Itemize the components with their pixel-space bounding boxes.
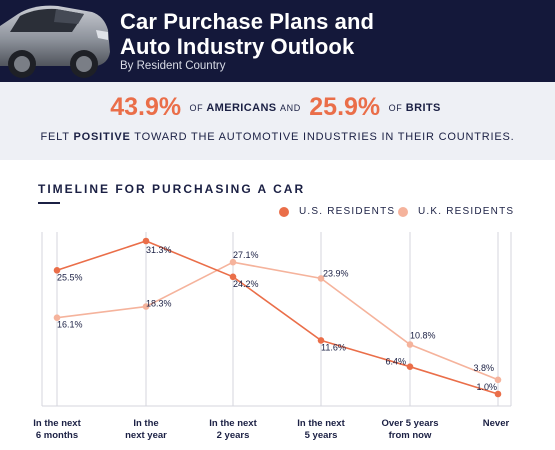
data-label-us: 31.3% xyxy=(146,245,172,255)
data-point-us xyxy=(142,237,150,245)
data-point-uk xyxy=(53,314,61,322)
note-post: TOWARD THE AUTOMOTIVE INDUSTRIES IN THEI… xyxy=(134,131,515,143)
data-label-uk: 27.1% xyxy=(233,250,259,260)
data-point-uk xyxy=(494,376,502,384)
x-axis-categories: In the next 6 months In the next year In t… xyxy=(0,418,555,448)
page-title: Car Purchase Plans and Auto Industry Out… xyxy=(120,9,375,59)
data-label-uk: 16.1% xyxy=(57,320,83,330)
series-line-uk xyxy=(56,261,499,381)
stat-band: 43.9% OF AMERICANS AND 25.9% OF BRITS FE… xyxy=(0,82,555,160)
stat-americans: AMERICANS xyxy=(206,101,277,114)
x-tick-label: Over 5 years from now xyxy=(381,418,439,441)
data-label-us: 24.2% xyxy=(233,279,259,289)
x-tick-label: In the next 6 months xyxy=(33,418,81,441)
stat-headline: 43.9% OF AMERICANS AND 25.9% OF BRITS xyxy=(0,93,555,122)
x-tick-label: In the next 5 years xyxy=(297,418,345,441)
data-label-us: 6.4% xyxy=(385,357,406,367)
stat-and: AND xyxy=(280,102,301,113)
chart-title-rule xyxy=(38,202,60,204)
data-point-us xyxy=(229,273,237,281)
data-label-uk: 18.3% xyxy=(146,299,172,309)
x-tick-label: In the next 2 years xyxy=(209,418,257,441)
series-line-us xyxy=(56,240,499,395)
data-label-us: 11.6% xyxy=(321,342,346,352)
note-bold: POSITIVE xyxy=(73,131,131,143)
data-point-uk xyxy=(406,341,414,348)
data-point-uk xyxy=(229,258,237,266)
legend-uk-label: U.K. RESIDENTS xyxy=(418,206,515,217)
stat-brits: BRITS xyxy=(405,101,441,114)
page-subtitle: By Resident Country xyxy=(120,60,226,72)
data-point-us xyxy=(494,390,502,398)
uk-positive-pct: 25.9% xyxy=(309,93,381,121)
legend-us-label: U.S. RESIDENTS xyxy=(299,206,396,217)
note-pre: FELT xyxy=(40,131,70,143)
data-label-uk: 23.9% xyxy=(323,268,349,278)
header: Car Purchase Plans and Auto Industry Out… xyxy=(0,0,555,82)
legend-us-dot xyxy=(279,206,289,217)
x-tick-label: Never xyxy=(482,418,510,429)
data-label-uk: 10.8% xyxy=(410,331,436,341)
chart-title: TIMELINE FOR PURCHASING A CAR xyxy=(38,182,306,196)
us-positive-pct: 43.9% xyxy=(110,93,182,121)
legend-uk: U.K. RESIDENTS xyxy=(398,206,514,217)
data-label-us: 1.0% xyxy=(476,382,497,392)
x-tick-label: In the next year xyxy=(125,418,167,441)
stat-of-2: OF xyxy=(388,102,403,113)
legend-uk-dot xyxy=(398,206,408,217)
data-point-us xyxy=(406,363,414,371)
data-point-us xyxy=(53,267,61,274)
car-image xyxy=(0,5,110,78)
stat-of-1: OF xyxy=(189,102,204,113)
data-point-us xyxy=(317,337,325,344)
data-label-us: 25.5% xyxy=(57,272,83,282)
data-point-uk xyxy=(317,275,325,282)
data-label-uk: 3.8% xyxy=(473,363,494,373)
legend-us: U.S. RESIDENTS xyxy=(279,206,395,217)
data-point-uk xyxy=(142,303,150,310)
stat-note: FELT POSITIVE TOWARD THE AUTOMOTIVE INDU… xyxy=(0,131,555,143)
